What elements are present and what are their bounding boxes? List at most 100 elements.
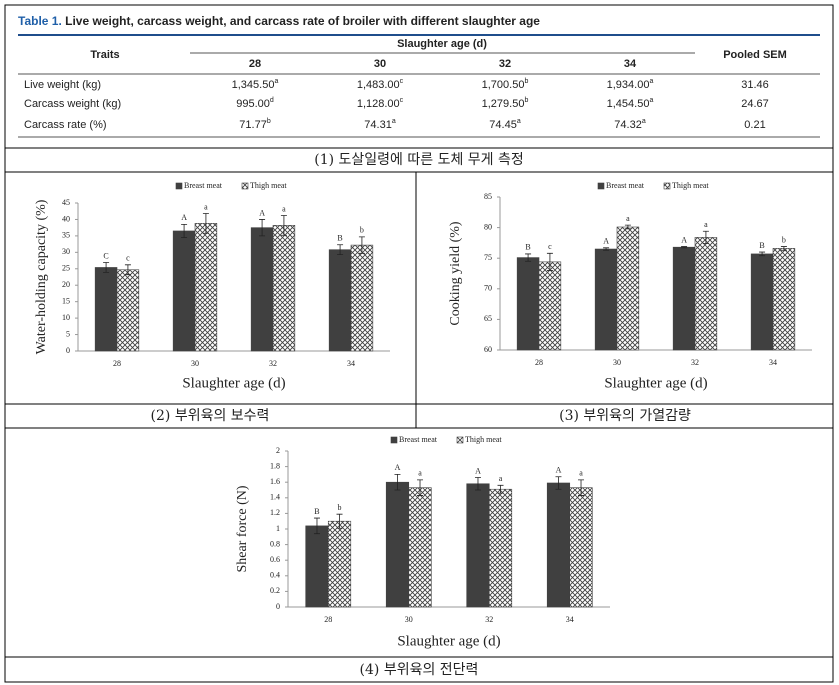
- bar: [327, 520, 352, 608]
- y-tick-label: 10: [62, 313, 70, 322]
- y-axis-title: Shear force (N): [235, 485, 250, 572]
- cell: 1,483.00c: [357, 78, 404, 91]
- significance-letter: A: [395, 463, 401, 472]
- x-tick-label: 30: [613, 358, 621, 367]
- bar: [569, 487, 593, 608]
- legend-label: Breast meat: [606, 181, 645, 190]
- row-trait: Live weight (kg): [24, 79, 101, 91]
- y-tick-label: 0.2: [270, 586, 280, 595]
- error-bar: [525, 253, 532, 262]
- significance-letter: B: [525, 243, 530, 252]
- error-bar: [336, 513, 343, 529]
- bar: [466, 483, 490, 608]
- significance-letter: a: [282, 204, 286, 213]
- cell: 995.00d: [236, 97, 274, 110]
- significance-letter: a: [579, 469, 583, 478]
- y-tick-label: 0.8: [270, 539, 280, 548]
- cell-value: 74.32: [614, 119, 642, 131]
- header-traits: Traits: [90, 49, 119, 61]
- bar: [408, 487, 432, 608]
- legend-label: Breast meat: [184, 181, 223, 190]
- error-bar: [546, 252, 553, 271]
- error-bar: [578, 479, 585, 496]
- error-bar: [337, 244, 344, 256]
- significance-letter: A: [681, 235, 687, 244]
- cell-value: 74.45: [489, 119, 517, 131]
- cell-value: 74.31: [364, 119, 392, 131]
- cell-sup: c: [400, 97, 404, 104]
- header-age: 28: [249, 58, 261, 70]
- error-bar: [759, 251, 766, 257]
- caption: (1) 도살일령에 따른 도체 무게 측정: [314, 152, 524, 168]
- cell-sup: a: [274, 78, 278, 85]
- cell: 1,279.50b: [482, 97, 529, 110]
- cell: 1,934.00a: [607, 78, 654, 91]
- y-tick-label: 80: [484, 222, 492, 231]
- significance-letter: B: [314, 507, 319, 516]
- error-bar: [358, 236, 365, 254]
- y-tick-label: 35: [62, 231, 70, 240]
- bar: [116, 269, 140, 352]
- cell-sem: 31.46: [741, 79, 769, 91]
- bar: [172, 230, 196, 352]
- bar: [516, 257, 540, 351]
- cell-sup: a: [649, 97, 653, 104]
- legend-swatch: [241, 182, 249, 190]
- table-title-text: Live weight, carcass weight, and carcass…: [65, 14, 540, 28]
- cell-sup: b: [524, 97, 528, 104]
- significance-letter: c: [548, 242, 552, 251]
- bar: [94, 267, 118, 352]
- y-tick-label: 85: [484, 192, 492, 201]
- x-tick-label: 28: [113, 359, 121, 368]
- x-axis-title: Slaughter age (d): [397, 633, 500, 649]
- cell: 1,700.50b: [482, 78, 529, 91]
- y-tick-label: 15: [62, 296, 70, 305]
- error-bar: [124, 264, 131, 276]
- bar: [328, 249, 352, 352]
- significance-letter: B: [337, 234, 342, 243]
- header-sem: Pooled SEM: [723, 49, 787, 61]
- cell-sup: a: [649, 78, 653, 85]
- y-tick-label: 5: [66, 329, 70, 338]
- error-bar: [394, 474, 401, 491]
- caption: (4) 부위육의 전단력: [360, 662, 479, 678]
- cell: 74.32a: [614, 118, 646, 131]
- y-tick-label: 0: [276, 602, 280, 611]
- cell-sup: a: [642, 118, 646, 125]
- error-bar: [280, 215, 287, 236]
- bar: [772, 248, 796, 351]
- legend-label: Breast meat: [399, 435, 438, 444]
- bar: [488, 488, 513, 608]
- x-axis-title: Slaughter age (d): [604, 375, 707, 391]
- header-age: 30: [374, 58, 386, 70]
- cell-value: 995.00: [236, 98, 270, 110]
- significance-letter: a: [499, 474, 503, 483]
- y-tick-label: 70: [484, 284, 492, 293]
- legend-swatch: [597, 182, 605, 190]
- x-tick-label: 34: [347, 359, 355, 368]
- x-tick-label: 28: [324, 615, 332, 624]
- y-tick-label: 2: [276, 446, 280, 455]
- error-bar: [624, 224, 631, 230]
- cell-sup: c: [400, 78, 404, 85]
- significance-letter: a: [704, 220, 708, 229]
- cell-sup: a: [392, 118, 396, 125]
- table-label: Table 1.: [18, 14, 62, 28]
- x-tick-label: 32: [269, 359, 277, 368]
- significance-letter: b: [782, 235, 786, 244]
- cell-value: 1,454.50: [607, 98, 650, 110]
- error-bar: [555, 476, 562, 490]
- cell: 1,128.00c: [357, 97, 404, 110]
- significance-letter: a: [418, 469, 422, 478]
- cell-value: 1,279.50: [482, 98, 525, 110]
- significance-letter: C: [103, 251, 108, 260]
- bar: [272, 225, 296, 352]
- significance-letter: b: [338, 503, 342, 512]
- cell-value: 71.77: [239, 119, 267, 131]
- error-bar: [103, 262, 110, 273]
- y-tick-label: 75: [484, 253, 492, 262]
- cell: 71.77b: [239, 118, 271, 131]
- error-bar: [202, 213, 209, 234]
- y-tick-label: 30: [62, 247, 70, 256]
- y-tick-label: 20: [62, 280, 70, 289]
